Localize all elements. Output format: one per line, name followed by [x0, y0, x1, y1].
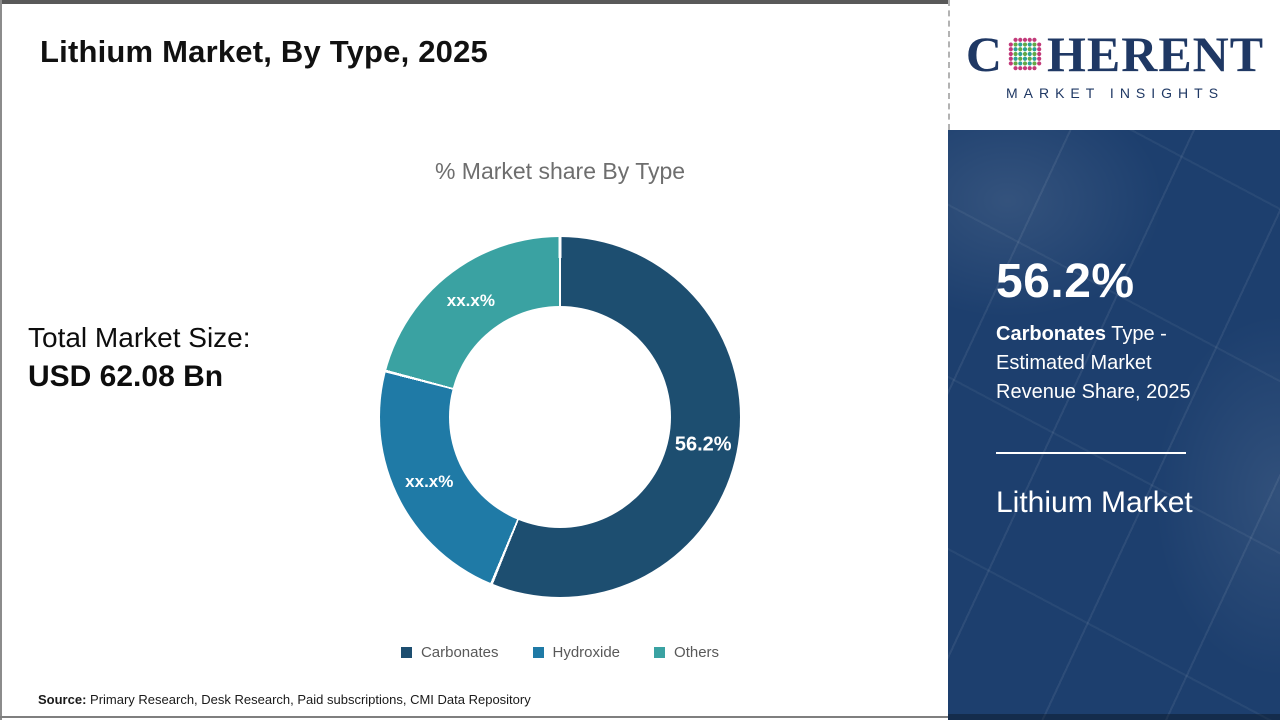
logo-letter-c: C [965, 26, 1003, 82]
carbonates-swatch-icon [400, 647, 412, 658]
slice-label-hydroxide: xx.x% [405, 472, 454, 492]
left-border-line [0, 0, 2, 720]
hydroxide-swatch-icon [532, 647, 544, 658]
sidebar-stat-value: 56.2% [996, 255, 1135, 308]
legend-label: Carbonates [420, 644, 499, 661]
total-market-size-value: USD 62.08 Bn [28, 360, 224, 393]
coherent-globe-icon [1008, 37, 1042, 71]
top-border-bar [0, 0, 1280, 4]
chart-title: % Market share By Type [434, 158, 686, 184]
chart-legend: Carbonates Hydroxide Others [160, 644, 960, 661]
legend-label: Others [674, 644, 720, 661]
donut-hole [449, 306, 671, 528]
slice-label-others: xx.x% [446, 291, 495, 311]
source-text: Primary Research, Desk Research, Paid su… [86, 692, 531, 707]
logo-letters-herent: HERENT [1046, 26, 1265, 82]
bottom-border-line [0, 716, 948, 718]
page-title: Lithium Market, By Type, 2025 [40, 34, 488, 69]
brand-subtitle: MARKET INSIGHTS [1005, 85, 1225, 101]
donut-chart: 56.2% xx.x% xx.x% [380, 237, 740, 597]
stat-desc-line3: Revenue Share, 2025 [996, 381, 1191, 403]
total-market-size-label: Total Market Size: [28, 322, 251, 353]
legend-item-others: Others [654, 644, 719, 661]
sidebar-stat-description: Carbonates Type - Estimated Market Reven… [996, 320, 1246, 407]
total-market-size-block: Total Market Size: USD 62.08 Bn [28, 322, 251, 394]
source-line: Source: Primary Research, Desk Research,… [38, 692, 531, 707]
legend-item-carbonates: Carbonates [400, 644, 499, 661]
sidebar-market-name: Lithium Market [996, 486, 1193, 519]
brand-logo-area: C HERENT MARKET INSIGHTS [948, 0, 1280, 130]
sidebar-bottom-strip [948, 714, 1280, 720]
stat-desc-rest: Type - [1106, 323, 1167, 345]
others-swatch-icon [654, 647, 666, 658]
slice-label-carbonates: 56.2% [674, 433, 732, 456]
highlight-sidebar: 56.2% Carbonates Type - Estimated Market… [948, 130, 1280, 720]
brand-logo: C HERENT [966, 29, 1264, 79]
stat-desc-bold: Carbonates [996, 323, 1107, 345]
world-map-texture [948, 130, 1280, 720]
source-label: Source: [38, 692, 87, 707]
stat-desc-line2: Estimated Market [996, 352, 1152, 374]
legend-item-hydroxide: Hydroxide [532, 644, 621, 661]
legend-label: Hydroxide [552, 644, 621, 661]
sidebar-divider-line [996, 452, 1186, 454]
